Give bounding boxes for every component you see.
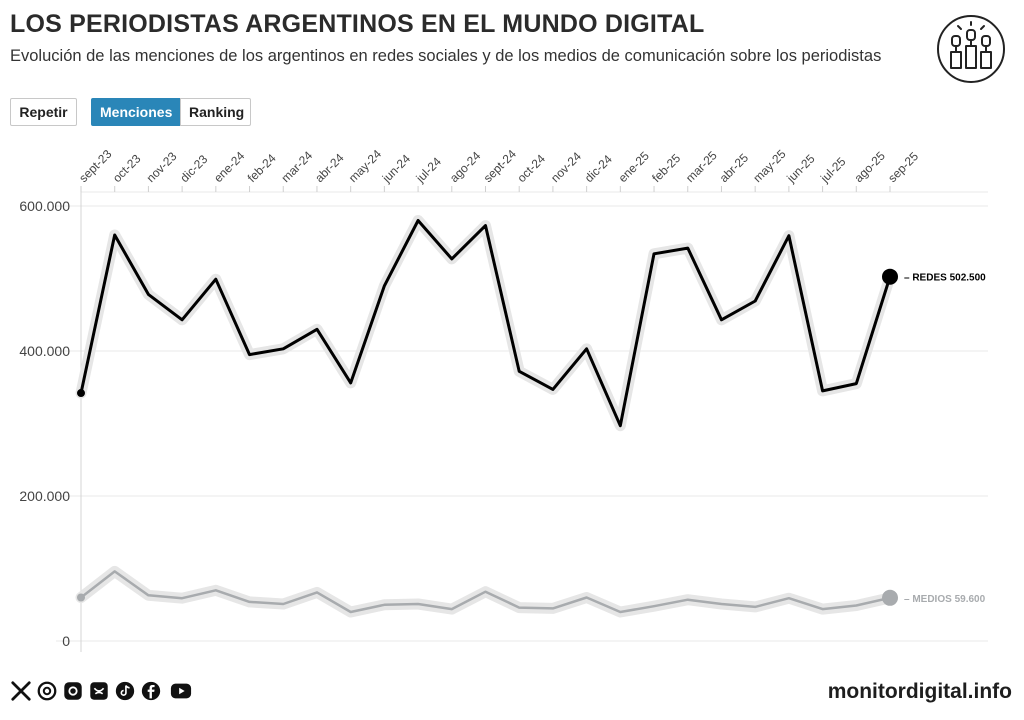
- grid-layer: [56, 191, 988, 652]
- series-end-label-redes: – REDES 502.500: [904, 273, 986, 284]
- bluesky-icon[interactable]: [88, 680, 110, 702]
- x-tick-label: sept-23: [76, 147, 114, 185]
- x-tick-label: feb-25: [649, 151, 683, 185]
- y-tick-label: 400.000: [19, 343, 70, 359]
- x-tick-label: jun-25: [783, 151, 817, 185]
- x-tick-label: dic-24: [582, 152, 615, 185]
- repeat-button[interactable]: Repetir: [10, 98, 77, 126]
- series-end-point[interactable]: [882, 589, 898, 606]
- instagram-icon[interactable]: [62, 680, 84, 702]
- x-tick-label: ene-24: [211, 149, 248, 186]
- x-tick-label: may-25: [750, 147, 788, 185]
- chart-title: LOS PERIODISTAS ARGENTINOS EN EL MUNDO D…: [10, 10, 705, 38]
- x-tick-label: sep-25: [885, 149, 921, 185]
- series-line-medios[interactable]: [80, 570, 891, 614]
- end-labels: – REDES 502.500 – MEDIOS 59.600: [904, 273, 986, 605]
- x-tick-label: dic-23: [177, 152, 210, 185]
- series-start-point[interactable]: [77, 389, 85, 398]
- x-tick-label: ene-25: [616, 149, 653, 186]
- x-tick-label: abr-25: [717, 150, 752, 185]
- x-tick-label: abr-24: [312, 150, 347, 185]
- series-end-label-medios: – MEDIOS 59.600: [904, 594, 986, 605]
- threads-icon[interactable]: [36, 680, 58, 702]
- social-icons: [10, 678, 196, 704]
- x-tick-label: jun-24: [379, 151, 413, 185]
- y-tick-label: 600.000: [19, 198, 70, 214]
- tab-menciones[interactable]: Menciones: [91, 98, 181, 126]
- x-tick-label: oct-24: [514, 151, 548, 185]
- y-axis: 0 200.000 400.000 600.000: [19, 198, 70, 649]
- x-tick-label: ago-25: [852, 149, 889, 186]
- x-tick-label: ago-24: [447, 149, 484, 186]
- brand-name: monitordigital.info: [827, 680, 1012, 703]
- y-tick-label: 200.000: [19, 488, 70, 504]
- x-tick-label: mar-25: [683, 148, 720, 185]
- series-line-redes[interactable]: [79, 219, 892, 428]
- tiktok-icon[interactable]: [114, 680, 136, 702]
- x-tick-label: may-24: [346, 147, 384, 185]
- series-start-point[interactable]: [77, 593, 85, 602]
- youtube-icon[interactable]: [166, 680, 196, 702]
- series-end-point[interactable]: [882, 268, 898, 285]
- x-tick-label: jul-24: [413, 154, 445, 186]
- journalists-logo-icon: [937, 15, 1005, 83]
- y-tick-label: 0: [62, 633, 70, 649]
- facebook-icon[interactable]: [140, 680, 162, 702]
- x-tick-label: sept-24: [481, 147, 519, 185]
- series-layer: [75, 215, 898, 618]
- tab-ranking[interactable]: Ranking: [180, 98, 251, 126]
- series-halo-redes: [75, 215, 896, 432]
- chart-subtitle: Evolución de las menciones de los argent…: [10, 47, 882, 65]
- x-icon[interactable]: [10, 680, 32, 702]
- x-tick-label: mar-24: [278, 148, 315, 185]
- x-tick-label: nov-24: [548, 149, 584, 185]
- x-tick-label: nov-23: [144, 149, 180, 185]
- x-tick-label: feb-24: [245, 151, 279, 185]
- x-tick-label: oct-23: [110, 151, 144, 185]
- x-tick-label: jul-25: [817, 154, 849, 186]
